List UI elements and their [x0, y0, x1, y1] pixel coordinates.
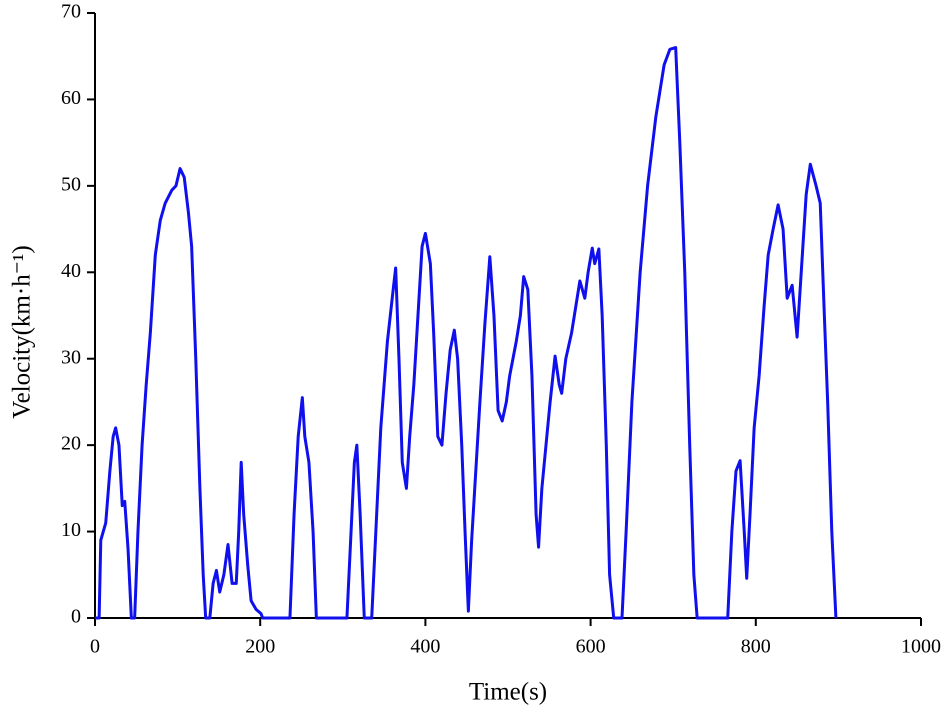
y-tick-label: 30: [61, 346, 81, 368]
x-tick-label: 600: [576, 636, 606, 658]
x-tick-label: 200: [245, 636, 275, 658]
y-tick-label: 10: [61, 519, 81, 541]
x-axis-title: Time(s): [469, 679, 547, 706]
y-tick-label: 60: [61, 87, 81, 109]
y-tick-label: 50: [61, 173, 81, 195]
y-axis-title: Velocity(km·h⁻¹): [9, 245, 36, 418]
y-tick-label: 40: [61, 260, 81, 282]
y-tick-label: 20: [61, 433, 81, 455]
y-tick-label: 0: [71, 606, 81, 628]
x-tick-label: 1000: [901, 636, 941, 658]
x-tick-label: 0: [90, 636, 100, 658]
data-line: [95, 46, 838, 620]
x-tick-label: 400: [410, 636, 440, 658]
y-tick-label: 70: [61, 1, 81, 23]
x-tick-label: 800: [741, 636, 771, 658]
